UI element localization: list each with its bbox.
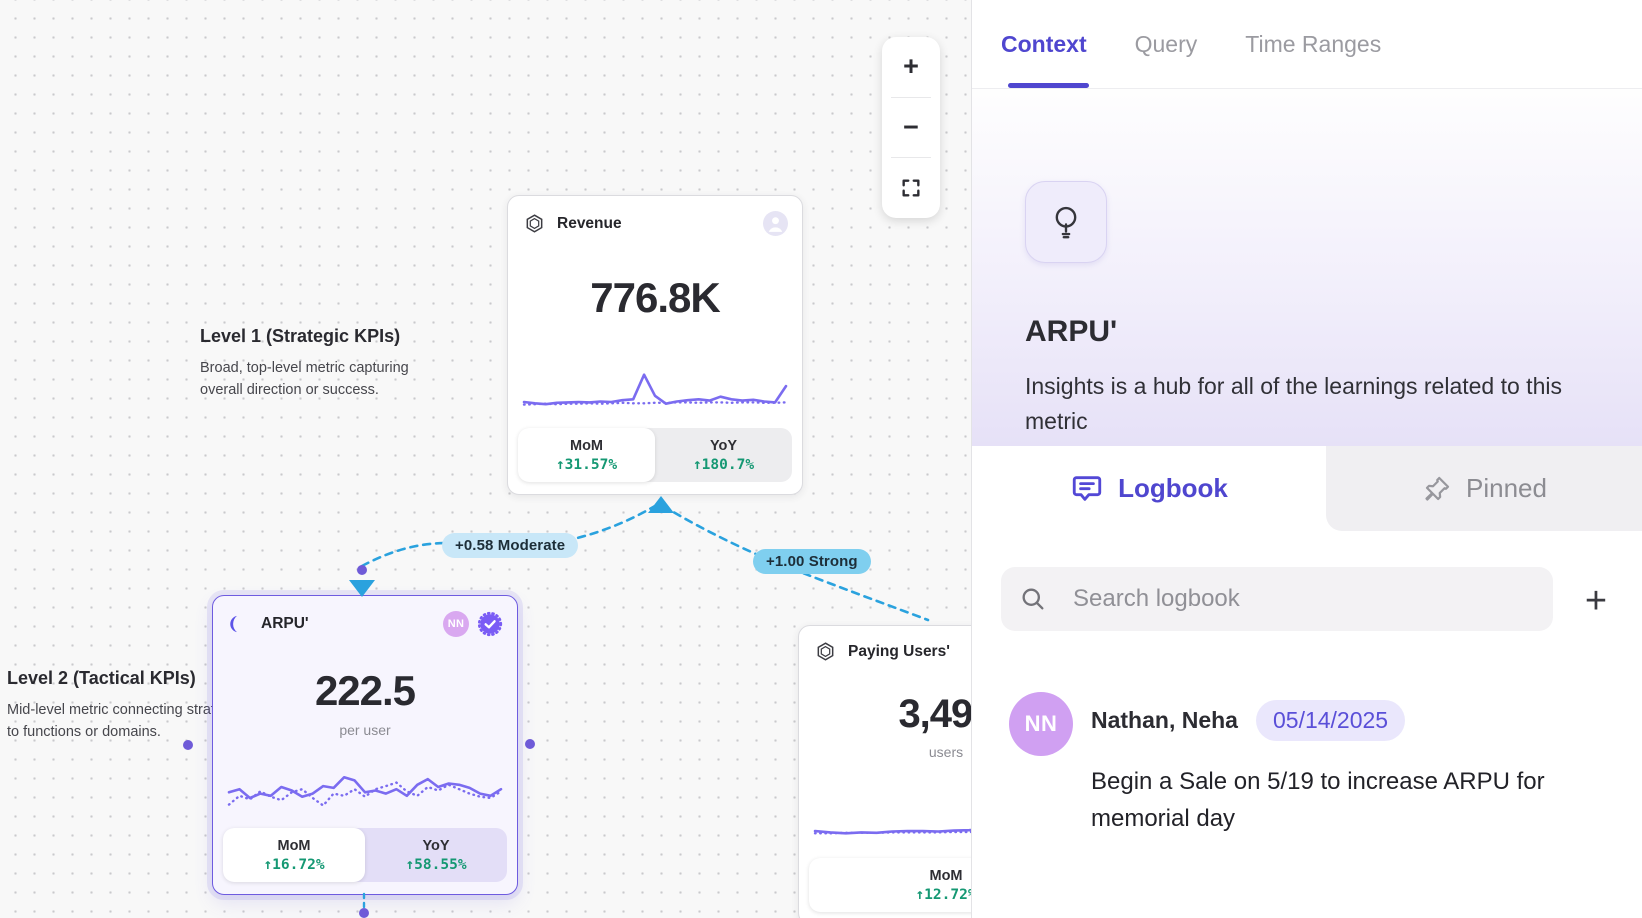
level-2-label: Level 2 (Tactical KPIs) Mid-level metric… xyxy=(7,668,252,744)
divider xyxy=(891,96,931,98)
logbook-message-icon xyxy=(1070,472,1104,506)
tab-logbook[interactable]: Logbook xyxy=(972,446,1326,531)
logbook-entry[interactable]: NN Nathan, Neha 05/14/2025 Begin a Sale … xyxy=(972,636,1642,837)
zoom-out-button[interactable]: − xyxy=(903,112,919,142)
crescent-moon-icon xyxy=(229,614,249,634)
user-avatar-icon[interactable] xyxy=(763,211,788,236)
hexagon-metric-icon xyxy=(524,213,545,234)
tab-pinned[interactable]: Pinned xyxy=(1326,446,1642,531)
canvas-zoom-controls: + − xyxy=(882,37,940,218)
logbook-search-row: + xyxy=(972,531,1642,636)
mom-change-value: ↑31.57% xyxy=(555,456,618,473)
mom-change-value: ↑16.72% xyxy=(263,856,325,873)
entry-text: Begin a Sale on 5/19 to increase ARPU fo… xyxy=(1091,768,1545,833)
metric-tree-canvas[interactable]: +0.58 Moderate +1.00 Strong Level 1 (Str… xyxy=(0,0,971,918)
insights-tile xyxy=(1025,181,1107,263)
yoy-change-value: ↑58.55% xyxy=(405,856,467,873)
panel-metric-description: Insights is a hub for all of the learnin… xyxy=(1025,373,1562,434)
metric-card-revenue[interactable]: Revenue 776.8K MoM ↑31.57% YoY ↑180.7% xyxy=(507,195,803,495)
card-title: ARPU' xyxy=(261,615,309,632)
add-logbook-entry-button[interactable]: + xyxy=(1572,577,1620,625)
panel-tabs: Context Query Time Ranges xyxy=(972,0,1642,89)
active-tab-indicator xyxy=(1008,83,1089,88)
level-1-label: Level 1 (Strategic KPIs) Broad, top-leve… xyxy=(200,326,450,402)
verified-badge-icon xyxy=(477,611,503,637)
card-title: Revenue xyxy=(557,214,622,232)
entry-author-name: Nathan, Neha xyxy=(1091,707,1238,733)
period-toggle: MoM ↑16.72% YoY ↑58.55% xyxy=(223,828,507,882)
tab-context[interactable]: Context xyxy=(1001,30,1087,57)
collaborator-avatar-badge[interactable]: NN xyxy=(443,611,469,637)
mom-toggle[interactable]: MoM ↑31.57% xyxy=(518,428,655,482)
sparkline-chart xyxy=(227,775,503,808)
fullscreen-icon xyxy=(900,177,922,199)
level-1-title: Level 1 (Strategic KPIs) xyxy=(200,326,401,346)
connection-handle-top[interactable] xyxy=(357,565,367,575)
metric-card-arpu[interactable]: ARPU' NN 222.5 per user MoM ↑16.72% YoY xyxy=(212,595,518,895)
period-toggle: MoM ↑12.72% xyxy=(809,858,971,912)
edge-arrowhead-revenue xyxy=(648,496,674,513)
logbook-pinned-tabbar: Logbook Pinned xyxy=(972,446,1642,531)
yoy-change-value: ↑180.7% xyxy=(692,456,755,473)
correlation-label-moderate[interactable]: +0.58 Moderate xyxy=(442,533,579,558)
tab-query[interactable]: Query xyxy=(1134,30,1198,57)
sparkline-chart xyxy=(813,828,971,835)
metric-value: 3,495 xyxy=(898,692,971,736)
metric-value: 776.8K xyxy=(590,274,720,321)
panel-metric-title: ARPU' xyxy=(1025,315,1118,348)
metric-unit: per user xyxy=(339,722,391,738)
yoy-toggle[interactable]: YoY ↑58.55% xyxy=(405,837,467,873)
metric-value: 222.5 xyxy=(314,667,416,714)
correlation-label-strong[interactable]: +1.00 Strong xyxy=(753,549,871,574)
entry-header: Nathan, Neha 05/14/2025 xyxy=(1091,700,1611,741)
search-input[interactable] xyxy=(1001,567,1553,631)
yoy-toggle[interactable]: YoY ↑180.7% xyxy=(692,437,755,473)
tab-time-ranges[interactable]: Time Ranges xyxy=(1245,30,1382,57)
divider xyxy=(891,157,931,159)
connection-handle-right[interactable] xyxy=(525,739,535,749)
pinned-tab-label: Pinned xyxy=(1466,473,1547,503)
card-header: Paying Users' xyxy=(799,626,971,662)
mom-toggle[interactable]: MoM ↑16.72% xyxy=(223,828,365,882)
fit-view-button[interactable] xyxy=(882,158,940,218)
hexagon-metric-icon xyxy=(815,641,836,662)
period-toggle: MoM ↑31.57% YoY ↑180.7% xyxy=(518,428,792,482)
connection-handle-bottom[interactable] xyxy=(359,908,369,918)
level-2-description: Mid-level metric connecting strategy to … xyxy=(7,702,239,740)
mom-change-value: ↑12.72% xyxy=(915,886,971,903)
zoom-in-button[interactable]: + xyxy=(903,51,919,82)
context-side-panel: Context Query Time Ranges ARPU' Insights… xyxy=(971,0,1642,918)
card-header: Revenue xyxy=(508,196,802,236)
card-title: Paying Users' xyxy=(848,642,950,660)
logbook-tab-label: Logbook xyxy=(1118,473,1228,503)
metric-unit: users xyxy=(928,744,964,760)
entry-author-avatar: NN xyxy=(1009,692,1073,756)
sparkline-chart xyxy=(522,373,788,406)
level-2-title: Level 2 (Tactical KPIs) xyxy=(7,668,196,688)
mom-toggle[interactable]: MoM ↑12.72% xyxy=(809,858,971,912)
lightbulb-icon xyxy=(1047,203,1085,241)
card-header: ARPU' NN xyxy=(213,596,517,637)
metric-card-paying-users[interactable]: Paying Users' 3,495 users MoM ↑12.72% xyxy=(798,625,971,918)
entry-date-badge: 05/14/2025 xyxy=(1255,700,1406,741)
level-1-description: Broad, top-level metric capturing overal… xyxy=(200,360,409,398)
pushpin-icon xyxy=(1422,474,1452,504)
entry-body: Nathan, Neha 05/14/2025 Begin a Sale on … xyxy=(1091,692,1611,837)
metric-context-header: ARPU' Insights is a hub for all of the l… xyxy=(972,89,1642,446)
